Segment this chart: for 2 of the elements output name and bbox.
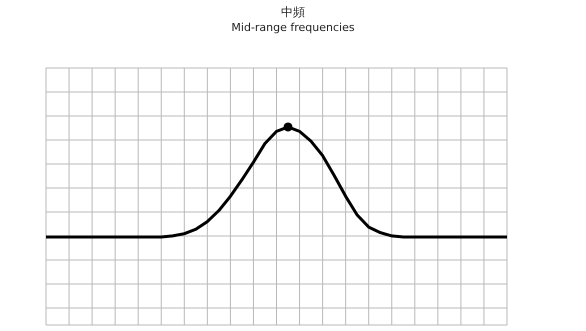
chart-subtitle: Mid-range frequencies <box>230 21 356 34</box>
chart-title: 中頻 <box>280 4 306 21</box>
